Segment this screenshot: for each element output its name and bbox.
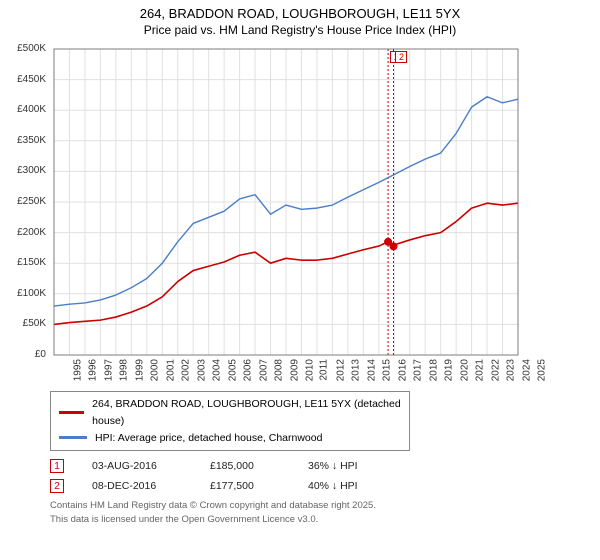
chart-subtitle: Price paid vs. HM Land Registry's House …	[0, 23, 600, 37]
x-tick-label: 2016	[397, 359, 408, 381]
x-tick-label: 1996	[88, 359, 99, 381]
legend: 264, BRADDON ROAD, LOUGHBOROUGH, LE11 5Y…	[50, 391, 410, 451]
x-tick-label: 2015	[382, 359, 393, 381]
x-tick-label: 2022	[490, 359, 501, 381]
y-tick-label: £250K	[4, 196, 46, 207]
x-tick-label: 2012	[335, 359, 346, 381]
x-tick-label: 2018	[428, 359, 439, 381]
legend-label: HPI: Average price, detached house, Char…	[95, 430, 322, 447]
event-marker-icon: 1	[50, 459, 64, 473]
x-tick-label: 2013	[351, 359, 362, 381]
event-marker-on-chart: 2	[395, 51, 407, 63]
y-tick-label: £200K	[4, 227, 46, 238]
y-tick-label: £0	[4, 349, 46, 360]
x-tick-label: 2007	[258, 359, 269, 381]
x-tick-label: 2001	[165, 359, 176, 381]
x-tick-label: 2019	[443, 359, 454, 381]
y-tick-label: £50K	[4, 318, 46, 329]
event-price: £185,000	[210, 460, 280, 472]
event-marker-icon: 2	[50, 479, 64, 493]
legend-item: 264, BRADDON ROAD, LOUGHBOROUGH, LE11 5Y…	[59, 396, 401, 430]
footer-line-2: This data is licensed under the Open Gov…	[50, 513, 600, 526]
event-row: 1 03-AUG-2016 £185,000 36% ↓ HPI	[50, 459, 600, 473]
x-tick-label: 1995	[72, 359, 83, 381]
chart-header: 264, BRADDON ROAD, LOUGHBOROUGH, LE11 5Y…	[0, 0, 600, 37]
x-tick-label: 2017	[413, 359, 424, 381]
event-date: 03-AUG-2016	[92, 460, 182, 472]
sale-marker-icon	[389, 242, 397, 250]
chart-area: £0 £50K £100K £150K £200K £250K £300K £350K £400…	[4, 43, 524, 383]
event-note: 36% ↓ HPI	[308, 460, 358, 472]
y-tick-label: £350K	[4, 135, 46, 146]
x-tick-label: 2014	[366, 359, 377, 381]
x-tick-label: 2023	[505, 359, 516, 381]
legend-label: 264, BRADDON ROAD, LOUGHBOROUGH, LE11 5Y…	[92, 396, 401, 430]
x-tick-label: 2020	[459, 359, 470, 381]
footer-attribution: Contains HM Land Registry data © Crown c…	[50, 499, 600, 526]
x-tick-label: 1999	[134, 359, 145, 381]
x-tick-label: 2003	[196, 359, 207, 381]
y-tick-label: £400K	[4, 104, 46, 115]
x-tick-label: 2011	[319, 359, 330, 381]
event-note: 40% ↓ HPI	[308, 480, 358, 492]
x-tick-label: 2008	[273, 359, 284, 381]
x-tick-label: 2002	[181, 359, 192, 381]
event-row: 2 08-DEC-2016 £177,500 40% ↓ HPI	[50, 479, 600, 493]
y-tick-label: £500K	[4, 43, 46, 54]
chart-svg	[4, 43, 524, 383]
x-tick-label: 1998	[119, 359, 130, 381]
y-tick-label: £450K	[4, 74, 46, 85]
event-date: 08-DEC-2016	[92, 480, 182, 492]
chart-title: 264, BRADDON ROAD, LOUGHBOROUGH, LE11 5Y…	[0, 6, 600, 21]
x-tick-label: 2005	[227, 359, 238, 381]
legend-item: HPI: Average price, detached house, Char…	[59, 430, 401, 447]
y-tick-label: £300K	[4, 165, 46, 176]
x-tick-label: 1997	[103, 359, 114, 381]
event-list: 1 03-AUG-2016 £185,000 36% ↓ HPI 2 08-DEC-201…	[50, 459, 600, 493]
y-tick-label: £100K	[4, 288, 46, 299]
x-tick-label: 2021	[474, 359, 485, 381]
x-tick-label: 2009	[289, 359, 300, 381]
footer-line-1: Contains HM Land Registry data © Crown c…	[50, 499, 600, 512]
x-tick-label: 2006	[242, 359, 253, 381]
x-tick-label: 2000	[150, 359, 161, 381]
y-tick-label: £150K	[4, 257, 46, 268]
legend-swatch-icon	[59, 411, 84, 414]
x-tick-label: 2025	[536, 359, 547, 381]
x-tick-label: 2024	[521, 359, 532, 381]
x-tick-label: 2010	[304, 359, 315, 381]
x-tick-label: 2004	[211, 359, 222, 381]
event-price: £177,500	[210, 480, 280, 492]
legend-swatch-icon	[59, 436, 87, 439]
